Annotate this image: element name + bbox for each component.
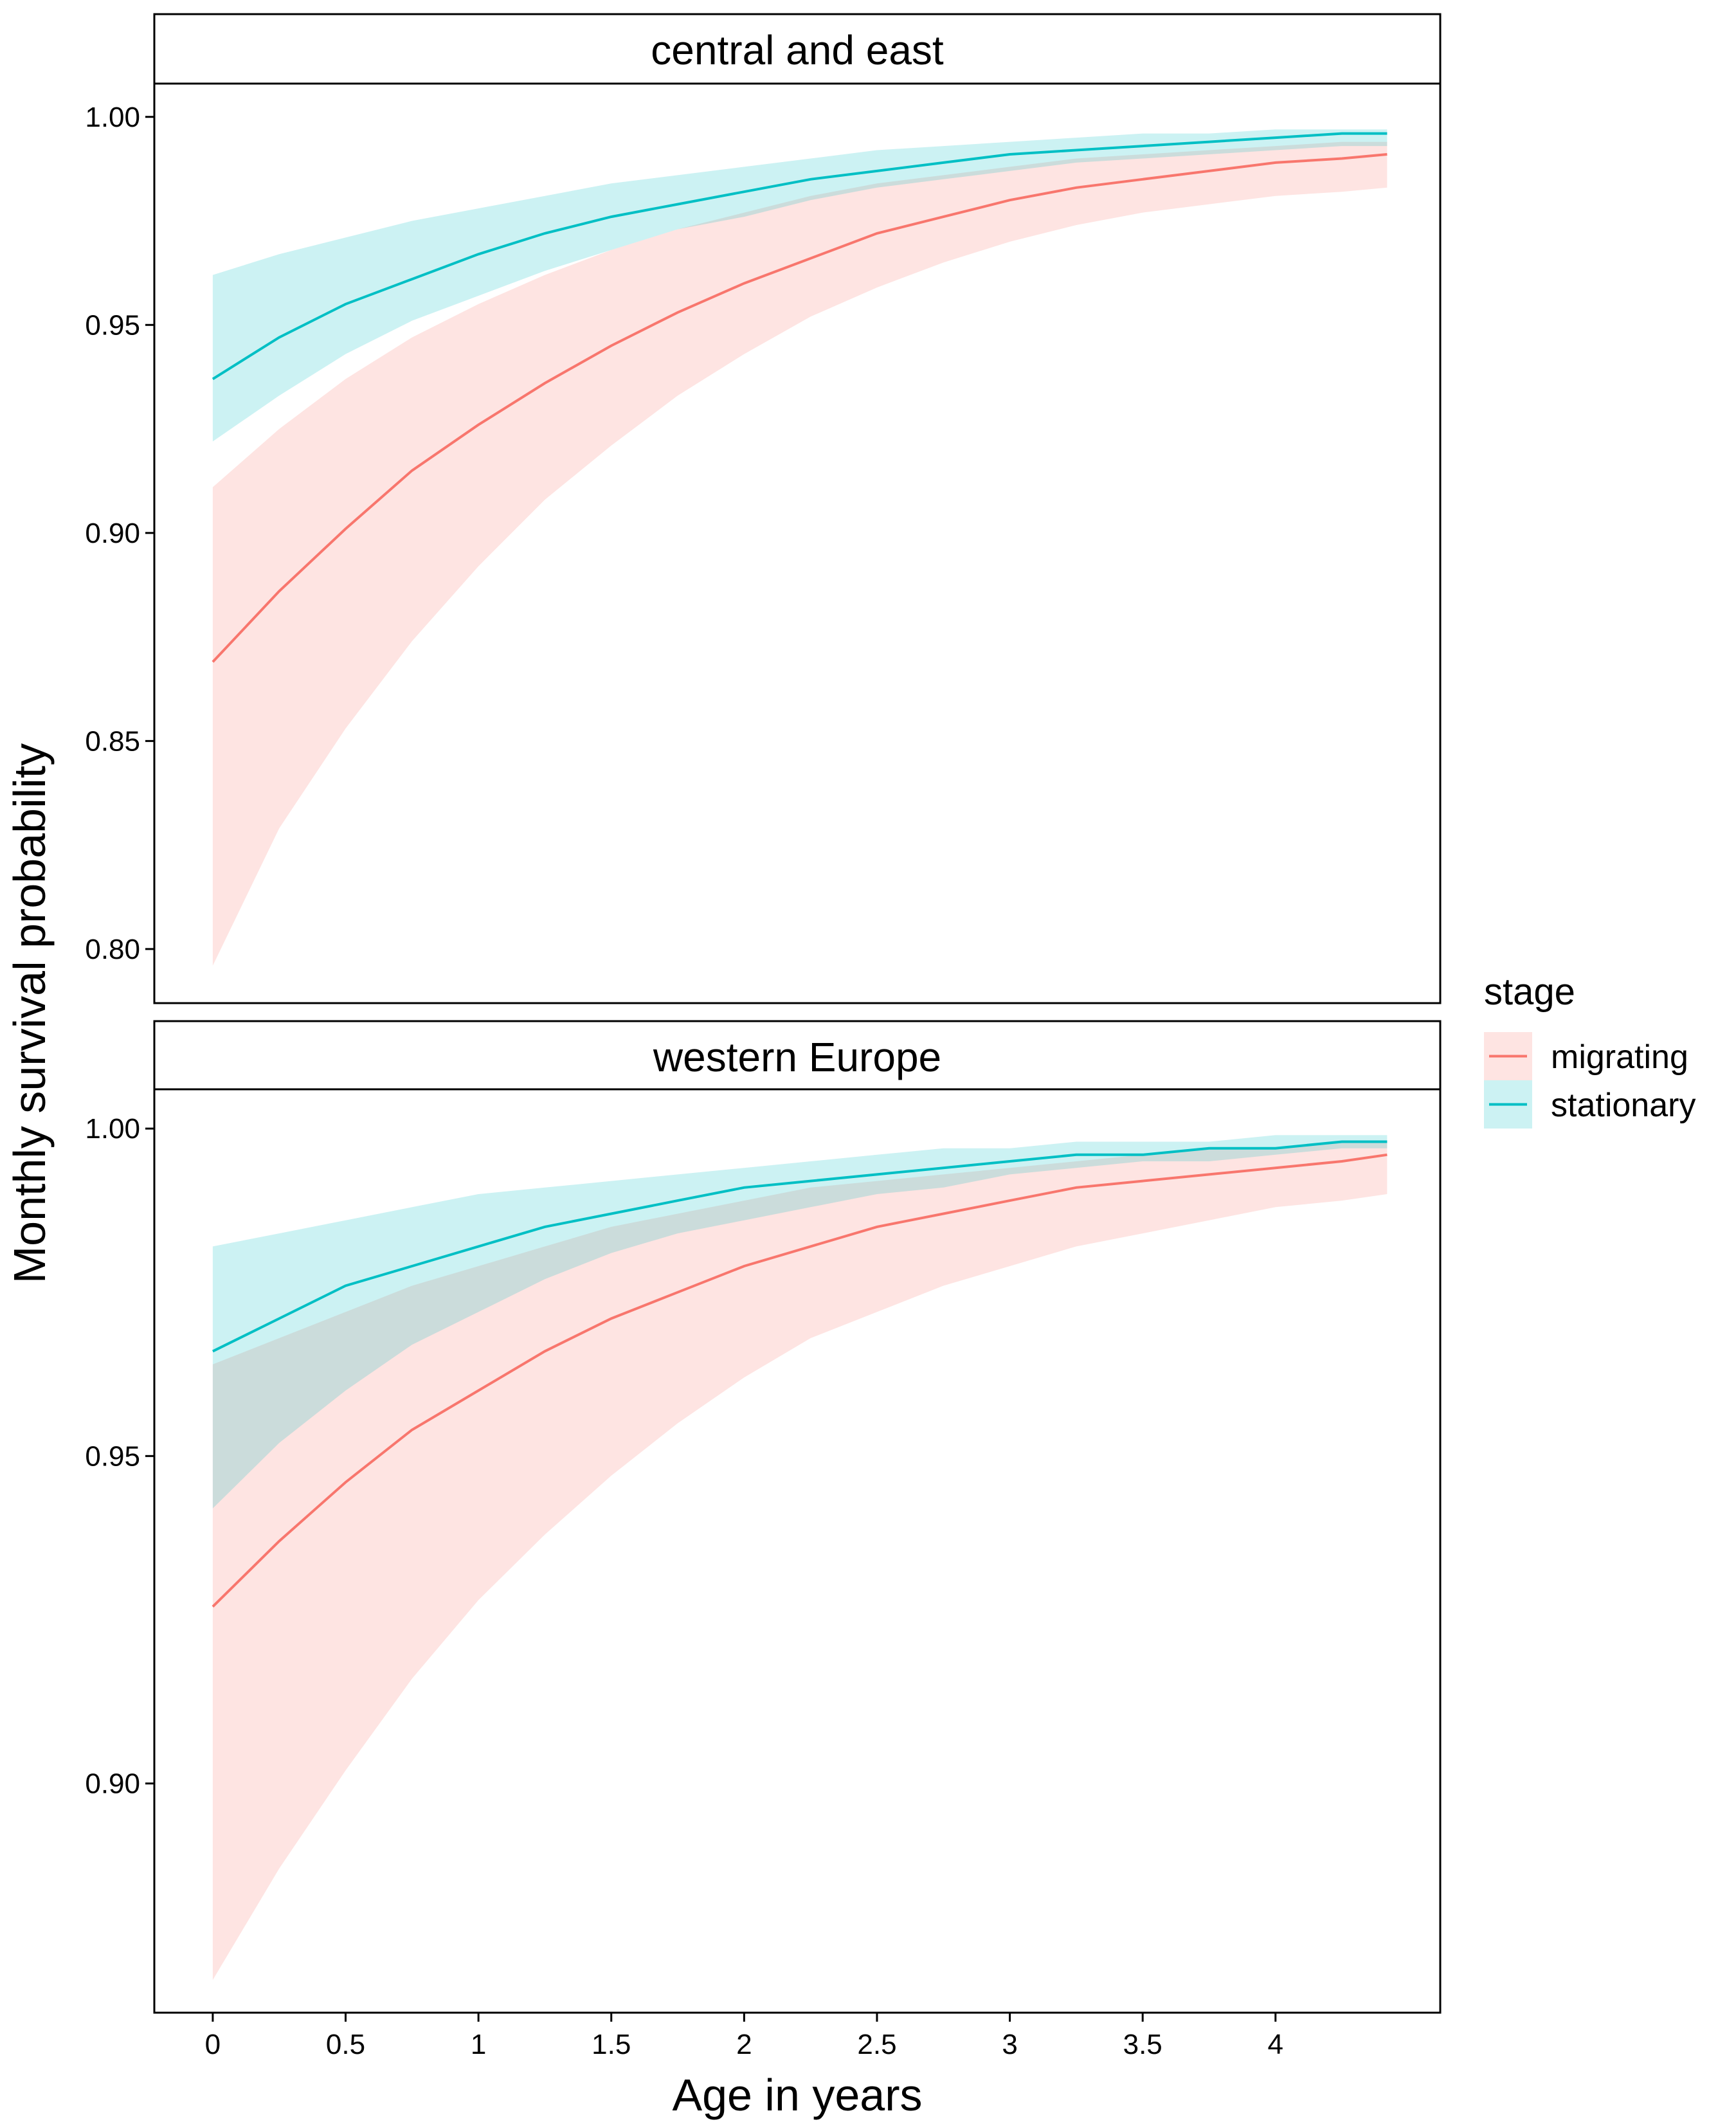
band-migrating: [212, 1141, 1388, 1981]
x-tick-label: 2: [736, 2029, 752, 2060]
panel-western-europe: western Europe 0.90 0.95 1.00: [85, 1020, 1442, 2014]
x-tick-label: 4: [1268, 2029, 1283, 2060]
y-tick-label: 1.00: [85, 1113, 140, 1145]
series-lines: [212, 132, 1388, 663]
confidence-bands: [212, 1135, 1388, 1981]
x-tick-label: 2.5: [857, 2029, 896, 2060]
legend-title: stage: [1484, 971, 1575, 1013]
x-axis-title: Age in years: [672, 2070, 922, 2120]
y-tick-label: 0.90: [85, 518, 140, 549]
y-axis-ticks: 0.90 0.95 1.00: [85, 1113, 154, 1800]
strip-label: central and east: [651, 27, 944, 73]
legend-entries: migrating stationary: [1484, 1032, 1695, 1129]
line-stationary: [212, 132, 1388, 381]
legend-label-migrating: migrating: [1551, 1038, 1688, 1076]
x-tick-label: 1.5: [592, 2029, 631, 2060]
panel-central-and-east: central and east 0.80 0.85 0.90 0.95 1.00: [85, 13, 1442, 1004]
x-tick-label: 1: [471, 2029, 486, 2060]
band-stationary: [212, 1135, 1388, 1509]
y-tick-label: 0.95: [85, 309, 140, 341]
y-tick-label: 0.85: [85, 725, 140, 757]
panel-border: [153, 82, 1442, 1004]
y-tick-label: 0.95: [85, 1440, 140, 1472]
x-tick-label: 0.5: [326, 2029, 365, 2060]
legend-label-stationary: stationary: [1551, 1087, 1695, 1124]
confidence-bands: [212, 129, 1388, 966]
panel-strip: [153, 13, 1442, 85]
x-axis-ticks: 0 0.5 1 1.5 2 2.5 3 3.5 4: [205, 2013, 1283, 2060]
strip-label: western Europe: [653, 1034, 941, 1080]
x-tick-label: 3: [1002, 2029, 1017, 2060]
panel-border: [153, 1088, 1442, 2014]
y-tick-label: 1.00: [85, 102, 140, 133]
band-migrating: [212, 141, 1388, 966]
x-tick-label: 3.5: [1123, 2029, 1162, 2060]
line-stationary: [212, 1140, 1388, 1353]
x-tick-label: 0: [205, 2029, 221, 2060]
y-axis-ticks: 0.80 0.85 0.90 0.95 1.00: [85, 102, 154, 965]
y-tick-label: 0.80: [85, 934, 140, 965]
line-migrating: [212, 153, 1388, 663]
y-axis-title: Monthly survival probability: [5, 743, 55, 1283]
panel-strip: [153, 1020, 1442, 1091]
line-migrating: [212, 1153, 1388, 1608]
band-stationary: [212, 129, 1388, 442]
series-lines: [212, 1140, 1388, 1608]
legend: stage migrating stationary: [1484, 971, 1695, 1129]
y-tick-label: 0.90: [85, 1768, 140, 1800]
